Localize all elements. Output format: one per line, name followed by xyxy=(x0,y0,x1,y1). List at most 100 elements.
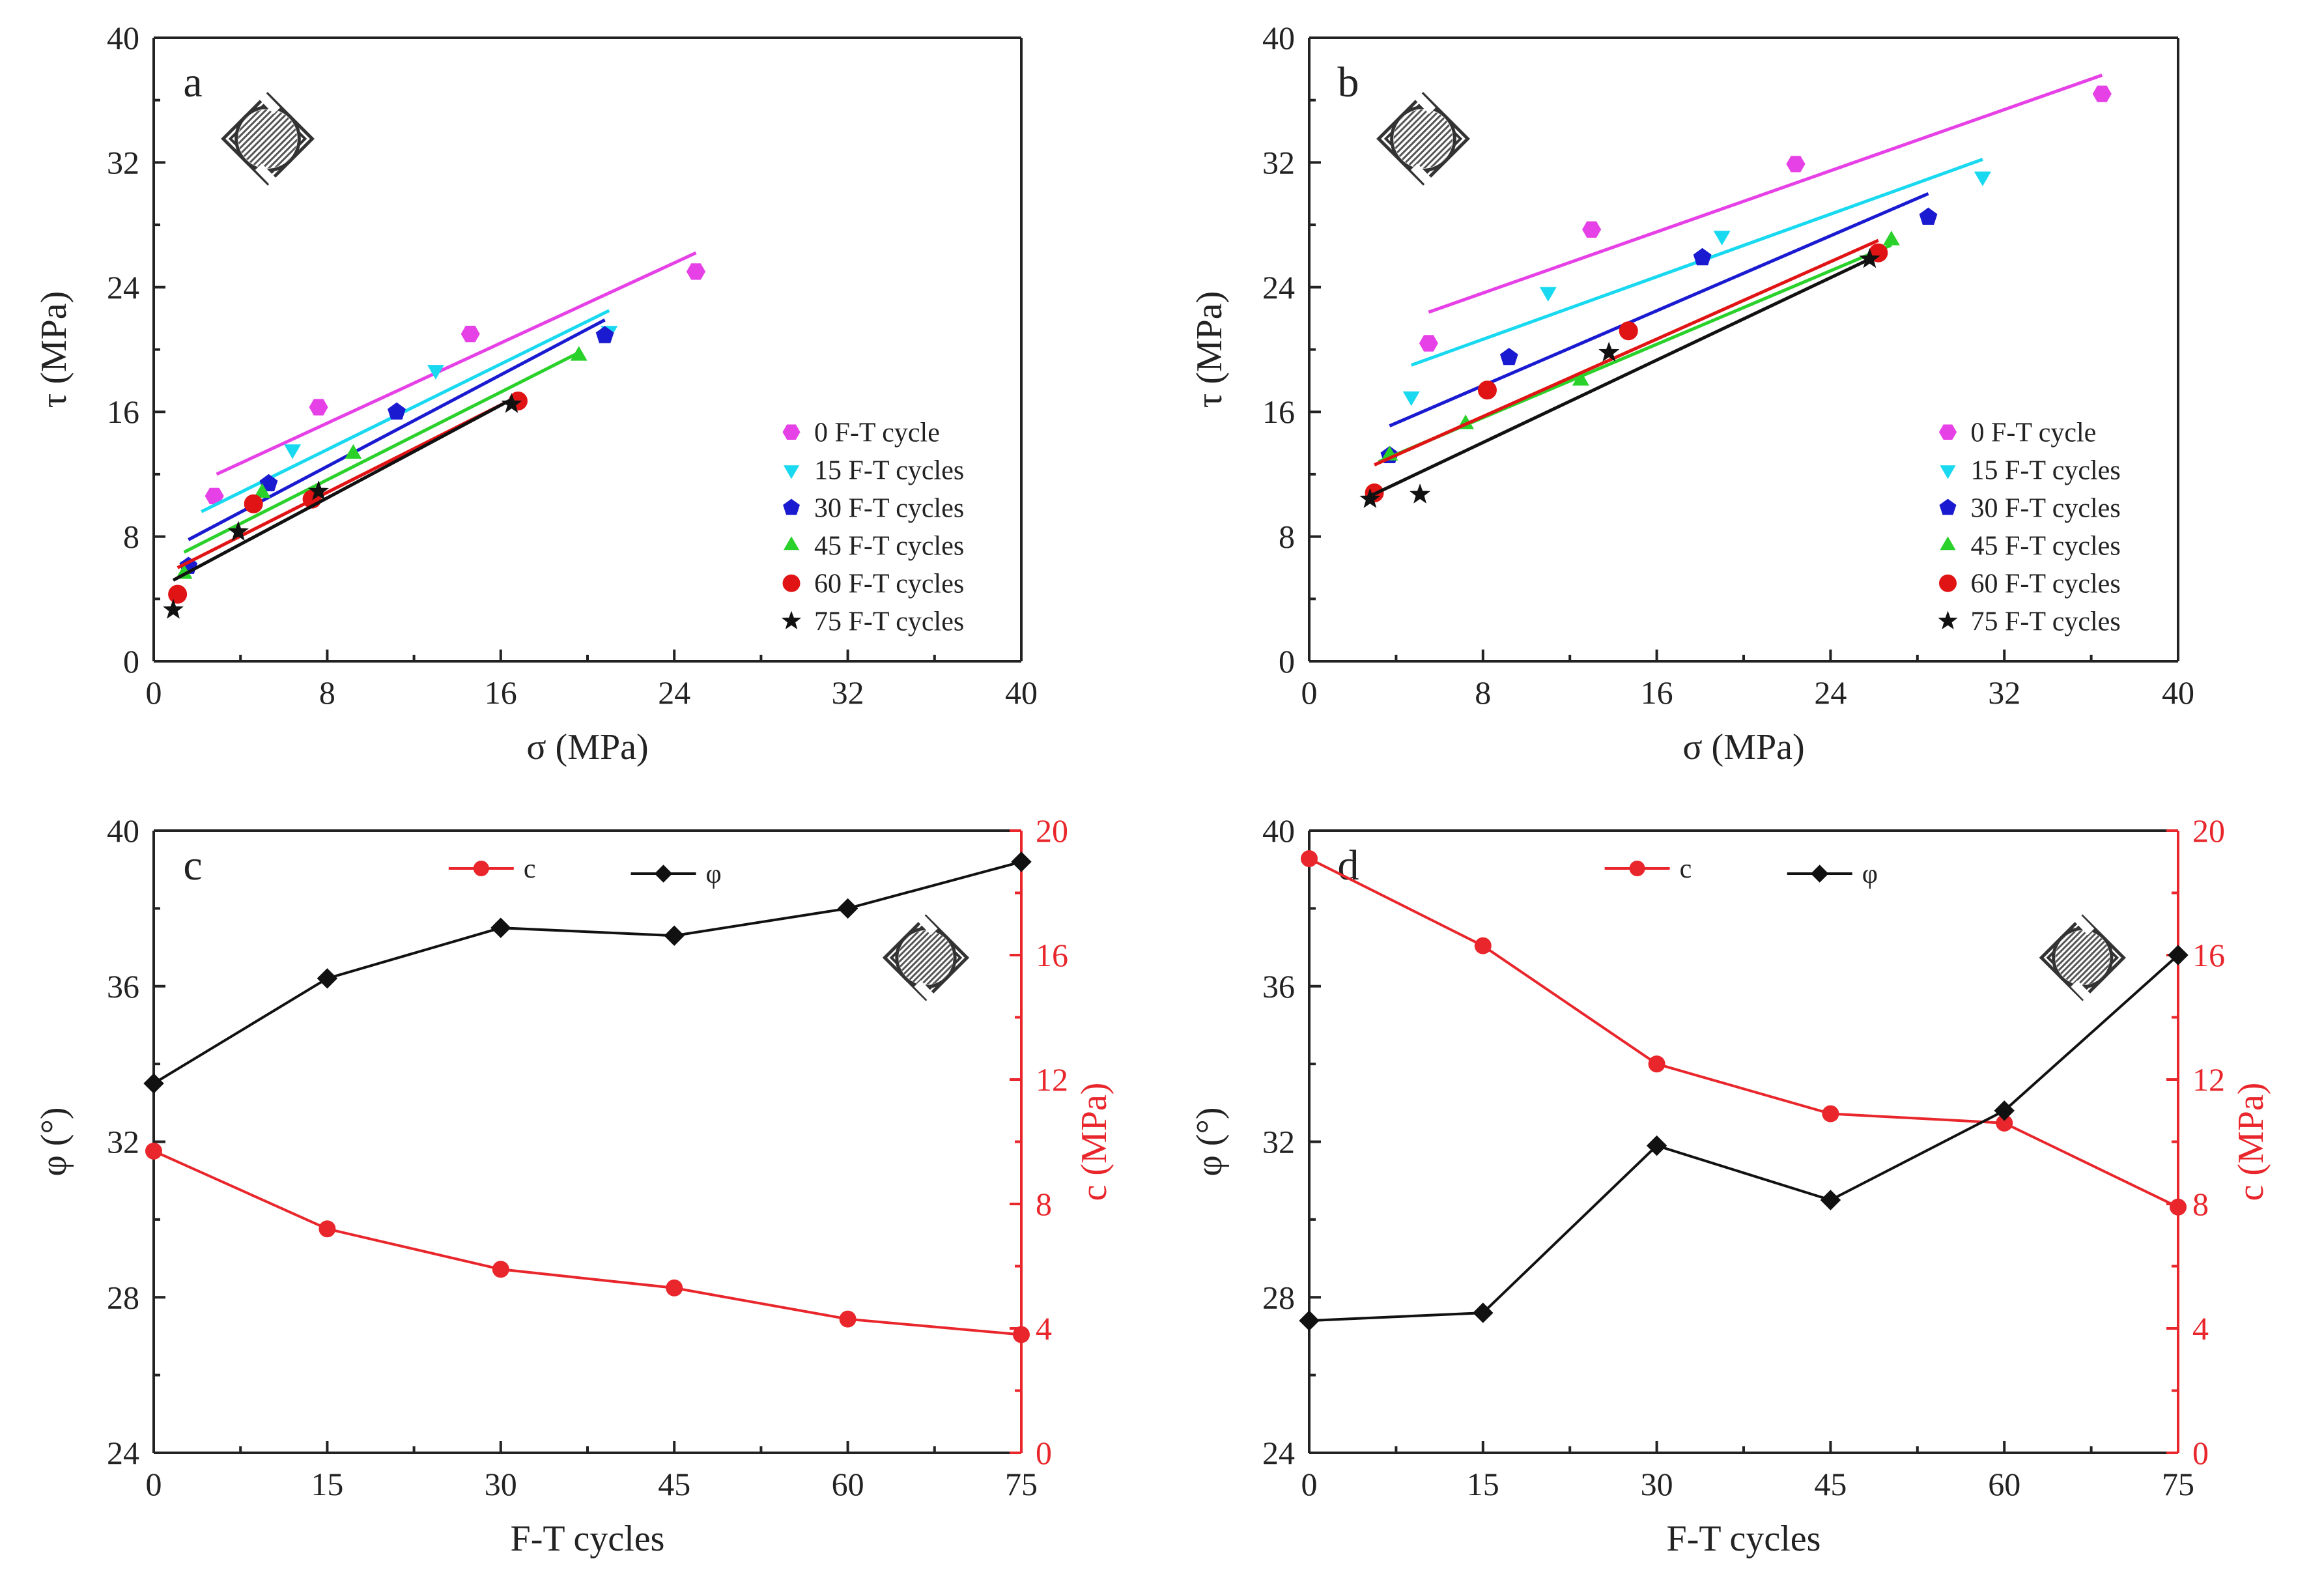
data-point xyxy=(162,599,184,619)
data-point xyxy=(319,1220,336,1238)
x-axis-title: F-T cycles xyxy=(1667,1519,1821,1559)
data-point xyxy=(664,925,685,946)
data-point xyxy=(1996,1114,2013,1132)
specimen-icon xyxy=(882,911,970,1005)
data-point xyxy=(307,480,330,500)
legend-marker xyxy=(1938,574,1957,592)
data-point xyxy=(1499,347,1518,365)
data-point xyxy=(253,483,271,498)
legend-label: φ xyxy=(706,859,722,889)
series-line xyxy=(1309,954,2179,1323)
data-point xyxy=(1693,248,1712,266)
data-point xyxy=(309,399,328,416)
fit-line xyxy=(1428,74,2103,314)
legend-label: 0 F-T cycle xyxy=(814,418,940,448)
legend-marker xyxy=(782,574,801,592)
hatch-line xyxy=(238,109,298,169)
series-c xyxy=(1301,850,2187,1216)
hatch-line xyxy=(898,930,954,985)
y2-tick-label: 16 xyxy=(1036,937,1068,973)
series-phi xyxy=(1299,945,2189,1331)
hatch-line xyxy=(2055,930,2110,985)
specimen-notch xyxy=(1410,164,1436,189)
x-tick-label: 30 xyxy=(1641,1466,1673,1502)
specimen-notch xyxy=(255,89,281,114)
hatch-line xyxy=(898,930,954,985)
data-point xyxy=(317,968,338,989)
legend-marker xyxy=(1938,610,1958,629)
y-tick-label: 24 xyxy=(1262,269,1295,306)
data-point xyxy=(1572,371,1589,386)
data-point xyxy=(1646,1135,1667,1156)
data-point xyxy=(837,898,858,919)
data-point xyxy=(1859,248,1880,268)
y-tick-label: 28 xyxy=(1262,1279,1295,1315)
data-point xyxy=(1419,335,1438,352)
y2-tick-label: 12 xyxy=(2192,1061,2225,1098)
x-axis-title: σ (MPa) xyxy=(526,727,648,767)
specimen-hatch xyxy=(1393,109,1453,169)
legend-marker xyxy=(1938,424,1957,440)
data-point xyxy=(259,474,278,492)
right-axis: 0 4 8 12 16 20 c (MPa) xyxy=(1010,812,1114,1471)
y-tick-label: 24 xyxy=(1262,1435,1295,1471)
y2-tick-label: 20 xyxy=(2192,812,2225,849)
hatch-line xyxy=(1393,109,1453,169)
specimen-notch xyxy=(2071,980,2095,1005)
specimen-notch xyxy=(1410,89,1436,114)
y-tick-label: 32 xyxy=(107,1124,139,1160)
y-axis-title: τ (MPa) xyxy=(1189,291,1230,408)
y-tick-label: 24 xyxy=(107,269,139,306)
hatch-line xyxy=(238,109,295,169)
x-tick-label: 30 xyxy=(485,1466,517,1502)
data-point xyxy=(1619,321,1638,341)
specimen-icon xyxy=(2039,911,2126,1005)
y2-tick-label: 8 xyxy=(2192,1186,2209,1222)
legend-item: 0 F-T cycle xyxy=(1938,418,2096,448)
legend-item: 60 F-T cycles xyxy=(782,569,964,599)
hatch-line xyxy=(2055,930,2110,985)
legend-item-phi: φ xyxy=(1787,859,1878,889)
data-point xyxy=(492,1261,509,1278)
hatch-line xyxy=(1393,109,1453,169)
x-tick-label: 75 xyxy=(1005,1466,1038,1502)
legend-item-c: c xyxy=(1604,854,1692,884)
y-tick-label: 40 xyxy=(1262,20,1295,56)
series-0 xyxy=(1419,74,2112,352)
data-point xyxy=(168,584,188,604)
x-tick-label: 75 xyxy=(2162,1466,2194,1502)
hatch-line xyxy=(238,109,298,169)
legend-marker xyxy=(1629,861,1645,876)
series-1 xyxy=(1402,158,1991,407)
y-tick-label: 0 xyxy=(1279,643,1295,680)
panel-label: b xyxy=(1338,59,1359,106)
hatch-line xyxy=(2055,930,2110,985)
legend-label: 15 F-T cycles xyxy=(814,455,964,485)
specimen-icon xyxy=(221,89,315,189)
specimen-hatch xyxy=(898,930,954,985)
data-point xyxy=(1882,230,1900,246)
specimen-hatch xyxy=(238,109,298,169)
legend-label: 60 F-T cycles xyxy=(814,569,964,599)
hatch-line xyxy=(898,930,951,985)
x-tick-label: 8 xyxy=(1475,674,1491,711)
x-tick-label: 45 xyxy=(658,1466,690,1502)
hatch-line xyxy=(898,930,954,985)
legend-item: 15 F-T cycles xyxy=(783,455,964,485)
series-line xyxy=(152,860,1022,1085)
legend-label: c xyxy=(524,854,536,884)
y-tick-label: 40 xyxy=(107,20,139,56)
hatch-line xyxy=(238,109,298,169)
legend-item: 0 F-T cycle xyxy=(782,418,940,448)
y-tick-label: 0 xyxy=(123,643,139,680)
x-tick-label: 45 xyxy=(1814,1466,1847,1502)
x-axis-title: σ (MPa) xyxy=(1682,727,1804,767)
specimen-icon xyxy=(1376,89,1470,189)
legend-item: 30 F-T cycles xyxy=(783,493,964,523)
legend-label: 45 F-T cycles xyxy=(814,531,964,561)
x-tick-label: 32 xyxy=(1988,674,2020,711)
data-point xyxy=(570,346,588,361)
legend-label: 0 F-T cycle xyxy=(1970,418,2096,448)
data-point xyxy=(1713,231,1731,246)
specimen-notch xyxy=(914,911,938,936)
